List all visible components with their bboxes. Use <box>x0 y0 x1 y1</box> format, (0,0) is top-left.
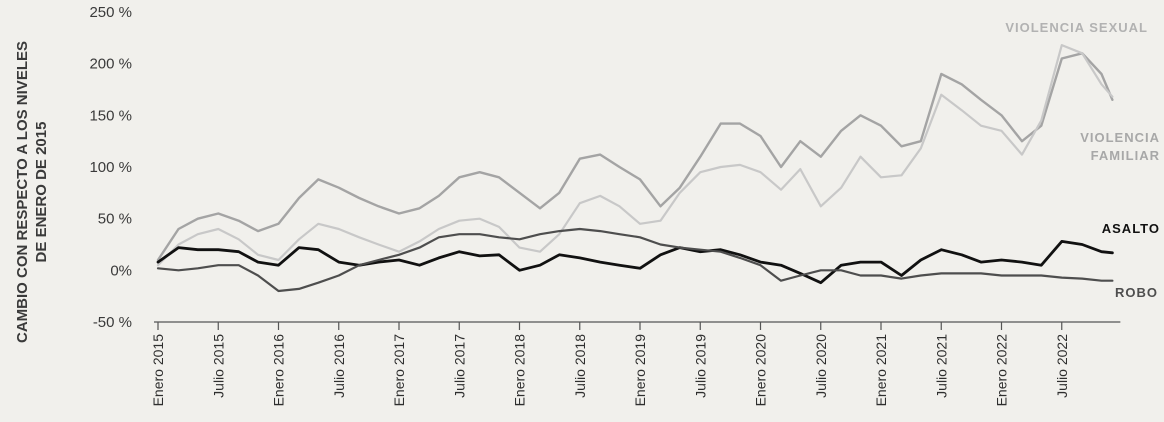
y-axis-ticks: 250 % 200 % 150 % 100 % 50 % 0% -50 % <box>89 4 132 331</box>
series-label-robo: ROBO <box>1115 285 1158 300</box>
series-labels: VIOLENCIA SEXUAL VIOLENCIA FAMILIAR ASALTO R… <box>1005 20 1160 300</box>
y-axis-title-line2: DE ENERO DE 2015 <box>33 122 50 263</box>
x-tick-label: Enero 2018 <box>512 334 528 407</box>
x-tick-label: Julio 2015 <box>210 334 226 398</box>
y-tick-label: 0% <box>110 262 132 279</box>
x-tick-label: Julio 2018 <box>572 334 588 398</box>
x-tick-label: Enero 2019 <box>632 334 648 407</box>
y-tick-label: 200 % <box>89 56 132 73</box>
series-lines <box>156 44 1114 293</box>
x-tick-label: Enero 2017 <box>391 334 407 407</box>
x-axis: Enero 2015 Julio 2015 Enero 2016 Julio 2016… <box>150 321 1121 407</box>
x-tick-label: Enero 2016 <box>271 334 287 407</box>
series-line-violencia-sexual <box>156 52 1114 262</box>
x-tick-label: Enero 2022 <box>994 334 1010 407</box>
x-tick-label: Julio 2017 <box>451 334 467 398</box>
series-label-asalto: ASALTO <box>1102 221 1160 236</box>
y-tick-label: 150 % <box>89 107 132 124</box>
series-label-violencia-sexual: VIOLENCIA SEXUAL <box>1005 20 1148 35</box>
x-tick-label: Enero 2021 <box>873 334 889 407</box>
x-tick-label: Julio 2016 <box>331 334 347 398</box>
x-tick-label: Julio 2020 <box>813 334 829 398</box>
y-tick-label: 100 % <box>89 159 132 176</box>
series-label-violencia: VIOLENCIA <box>1080 130 1160 145</box>
y-tick-label: 250 % <box>89 4 132 21</box>
series-label-familiar: FAMILIAR <box>1091 148 1160 163</box>
x-tick-label: Julio 2021 <box>933 334 949 398</box>
x-tick-label: Julio 2019 <box>692 334 708 398</box>
x-tick-label: Enero 2020 <box>753 334 769 407</box>
y-axis-title: CAMBIO CON RESPECTO A LOS NIVELES DE ENE… <box>14 41 50 343</box>
y-tick-label: 50 % <box>98 211 132 228</box>
y-axis-title-line1: CAMBIO CON RESPECTO A LOS NIVELES <box>14 41 31 343</box>
x-tick-label: Julio 2022 <box>1054 334 1070 398</box>
series-line-robo <box>156 227 1114 293</box>
y-tick-label: -50 % <box>93 314 132 331</box>
series-line-violencia-familiar <box>156 44 1114 267</box>
series-line-asalto <box>156 240 1114 285</box>
x-tick-label: Enero 2015 <box>150 334 166 407</box>
